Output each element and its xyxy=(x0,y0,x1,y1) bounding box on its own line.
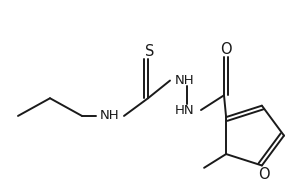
Text: O: O xyxy=(220,42,232,57)
Text: S: S xyxy=(145,44,155,59)
Text: O: O xyxy=(258,167,270,182)
Text: NH: NH xyxy=(175,74,195,87)
Text: NH: NH xyxy=(100,109,120,122)
Text: HN: HN xyxy=(175,104,195,117)
